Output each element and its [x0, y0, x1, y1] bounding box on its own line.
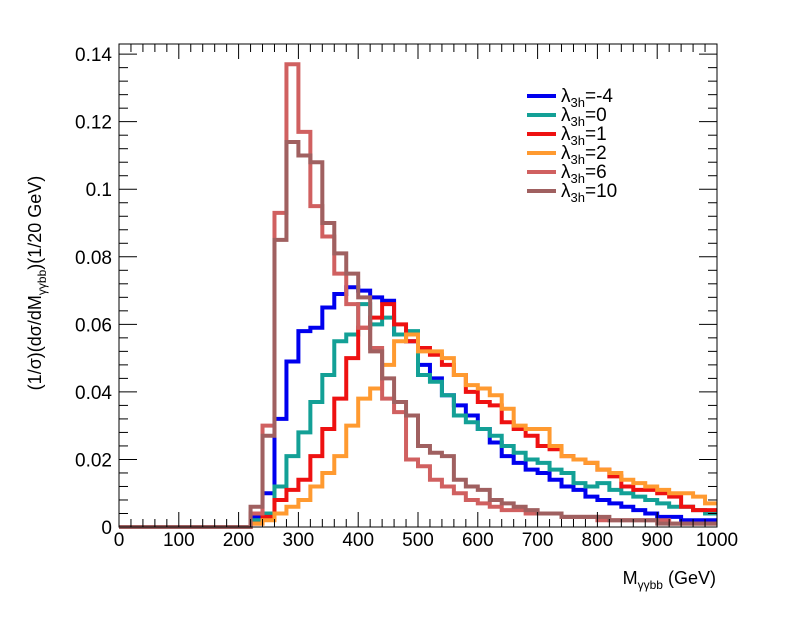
x-tick-label: 300: [283, 530, 315, 551]
x-tick-label: 200: [223, 530, 255, 551]
legend-item: λ3h=-4: [527, 86, 613, 110]
y-tick-label: 0.1: [86, 180, 112, 201]
x-tick-label: 600: [462, 530, 494, 551]
y-tick-label: 0.08: [75, 248, 112, 269]
x-tick-label: 800: [582, 530, 614, 551]
legend-label: λ3h=-4: [561, 86, 613, 110]
legend-label: λ3h=0: [561, 105, 607, 129]
series-layer: [119, 62, 717, 529]
y-tick-label: 0.14: [75, 45, 112, 66]
y-tick-label: 0.12: [75, 113, 112, 134]
y-tick-labels: 0 0.02 0.04 0.06 0.08 0.1 0.12 0.14: [75, 45, 112, 539]
x-axis-title-unit: (GeV): [663, 568, 716, 588]
legend-item: λ3h=6: [527, 162, 607, 186]
legend-item: λ3h=1: [527, 124, 607, 148]
x-axis-title-sub: γγbb: [638, 578, 664, 592]
axis-layer: [118, 43, 718, 528]
y-axis-title-pre: (1/σ)(dσ/dM: [25, 295, 45, 390]
legend-label: λ3h=10: [561, 181, 617, 205]
y-axis-title: (1/σ)(dσ/dMγγbb)(1/20 GeV): [25, 176, 49, 391]
y-tick-label: 0.04: [75, 383, 112, 404]
legend-label: λ3h=2: [561, 143, 607, 167]
legend-item: λ3h=0: [527, 105, 607, 129]
series-line-0: [119, 285, 717, 529]
series-line-1: [119, 302, 717, 529]
legend-item: λ3h=2: [527, 143, 607, 167]
legend-item: λ3h=10: [527, 181, 617, 205]
x-tick-label: 0: [114, 530, 125, 551]
y-tick-label: 0: [101, 518, 112, 539]
x-tick-label: 100: [163, 530, 195, 551]
series-line-5: [119, 139, 717, 529]
y-tick-label: 0.02: [75, 450, 112, 471]
y-axis-title-post: )(1/20 GeV): [25, 176, 45, 270]
legend-label: λ3h=1: [561, 124, 607, 148]
x-tick-label: 400: [342, 530, 374, 551]
x-tick-label: 700: [522, 530, 554, 551]
y-tick-label: 0.06: [75, 315, 112, 336]
legend-label: λ3h=6: [561, 162, 607, 186]
x-tick-label: 500: [402, 530, 434, 551]
x-axis-title: Mγγbb (GeV): [623, 568, 716, 592]
x-tick-label: 900: [641, 530, 673, 551]
series-line-3: [119, 332, 717, 529]
x-axis-title-main: M: [623, 568, 638, 588]
x-tick-labels: 0 100 200 300 400 500 600 700 800 900 1000: [114, 530, 738, 551]
y-axis-title-sub: γγbb: [35, 269, 49, 295]
x-tick-label: 1000: [696, 530, 738, 551]
